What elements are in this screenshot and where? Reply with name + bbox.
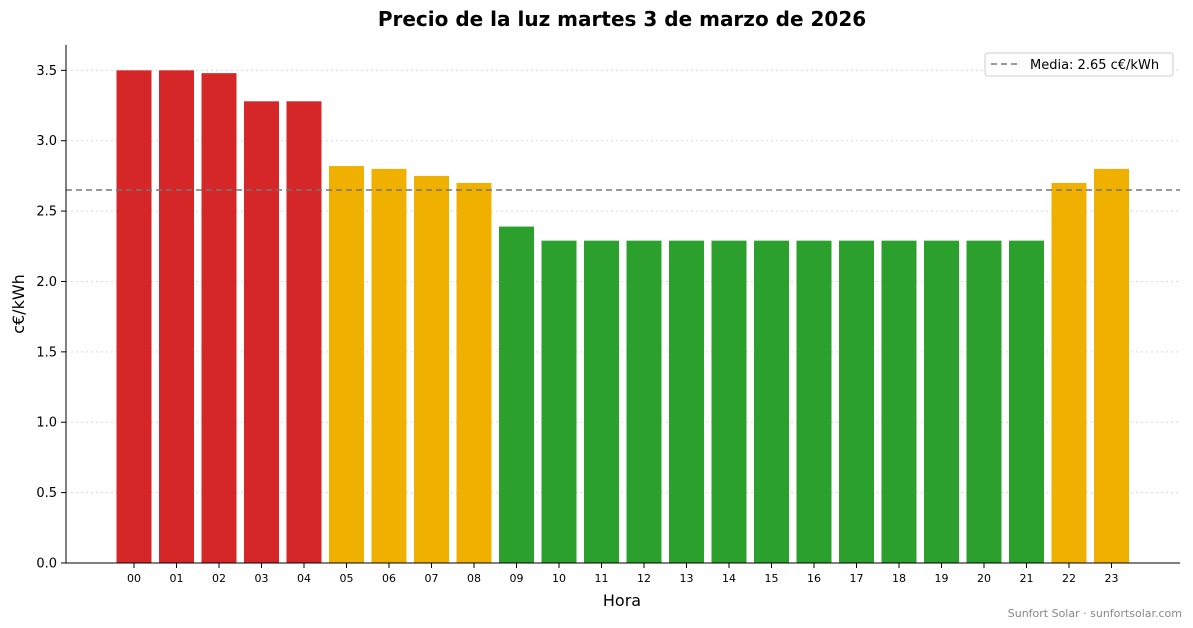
y-tick-label: 0.5	[36, 486, 57, 501]
x-ticks: 00 01 02 03 04 05 06 07 08 09 10 11 12 13 14 15 16 17 18 19…	[127, 563, 1119, 585]
bar-hour-07	[414, 175, 449, 564]
bar-hour-22	[1051, 182, 1087, 563]
y-tick-label: 0.0	[36, 557, 57, 572]
x-tick-label: 04	[297, 572, 311, 585]
legend-box	[984, 52, 1174, 77]
x-tick-label: 12	[637, 572, 651, 585]
y-ticks: 0.0 0.5 1.0 1.5 2.0 2.5 3.0 3.5	[36, 64, 66, 572]
x-tick-label: 14	[722, 572, 736, 585]
bar-hour-10	[541, 240, 577, 564]
y-tick-label: 1.5	[36, 345, 57, 360]
legend-mean-label: Media: 2.65 c€/kWh	[1030, 58, 1159, 73]
axes	[65, 45, 1180, 564]
x-tick-label: 22	[1062, 572, 1076, 585]
x-tick-label: 10	[552, 572, 566, 585]
x-tick-label: 05	[340, 572, 354, 585]
x-tick-label: 19	[935, 572, 949, 585]
y-tick-label: 3.0	[36, 134, 57, 149]
y-tick-label: 1.0	[36, 416, 57, 431]
x-tick-label: 23	[1105, 572, 1119, 585]
chart-title: Precio de la luz martes 3 de marzo de 20…	[378, 7, 866, 31]
bar-hour-16	[796, 240, 832, 564]
bar-hour-14	[711, 240, 747, 564]
bar-hour-20	[966, 240, 1002, 564]
bar-hour-15	[754, 240, 789, 564]
x-tick-label: 21	[1020, 572, 1034, 585]
bars	[116, 70, 1129, 564]
bar-hour-17	[839, 240, 874, 564]
x-tick-label: 09	[510, 572, 524, 585]
bar-hour-23	[1094, 168, 1129, 563]
x-tick-label: 20	[977, 572, 991, 585]
x-tick-label: 11	[595, 572, 609, 585]
bar-hour-13	[669, 240, 704, 564]
x-tick-label: 06	[382, 572, 396, 585]
bar-hour-02	[201, 73, 237, 564]
bar-hour-01	[159, 70, 194, 563]
bar-hour-09	[499, 226, 534, 563]
x-tick-label: 17	[850, 572, 864, 585]
bar-hour-11	[584, 240, 619, 564]
y-axis-label: c€/kWh	[9, 274, 28, 334]
bar-hour-03	[244, 101, 279, 563]
bar-hour-08	[456, 182, 492, 563]
x-axis-label: Hora	[603, 591, 641, 610]
x-tick-label: 01	[170, 572, 184, 585]
y-tick-label: 2.5	[36, 205, 57, 220]
x-tick-label: 02	[212, 572, 226, 585]
bar-hour-19	[924, 240, 959, 564]
y-tick-label: 3.5	[36, 64, 57, 79]
x-tick-label: 18	[892, 572, 906, 585]
x-tick-label: 00	[127, 572, 141, 585]
bar-hour-06	[371, 168, 407, 563]
x-tick-label: 08	[467, 572, 481, 585]
bar-hour-00	[116, 70, 152, 563]
footer-credit: Sunfort Solar · sunfortsolar.com	[1008, 607, 1182, 620]
bar-hour-05	[329, 166, 364, 563]
bar-hour-04	[286, 101, 322, 563]
x-tick-label: 07	[425, 572, 439, 585]
y-tick-label: 2.0	[36, 275, 57, 290]
bar-hour-21	[1009, 240, 1044, 564]
legend: Media: 2.65 c€/kWh	[984, 52, 1174, 77]
bar-hour-12	[626, 240, 662, 564]
bar-hour-18	[881, 240, 917, 564]
x-tick-label: 03	[255, 572, 269, 585]
x-tick-label: 16	[807, 572, 821, 585]
x-tick-label: 15	[765, 572, 779, 585]
x-tick-label: 13	[680, 572, 694, 585]
